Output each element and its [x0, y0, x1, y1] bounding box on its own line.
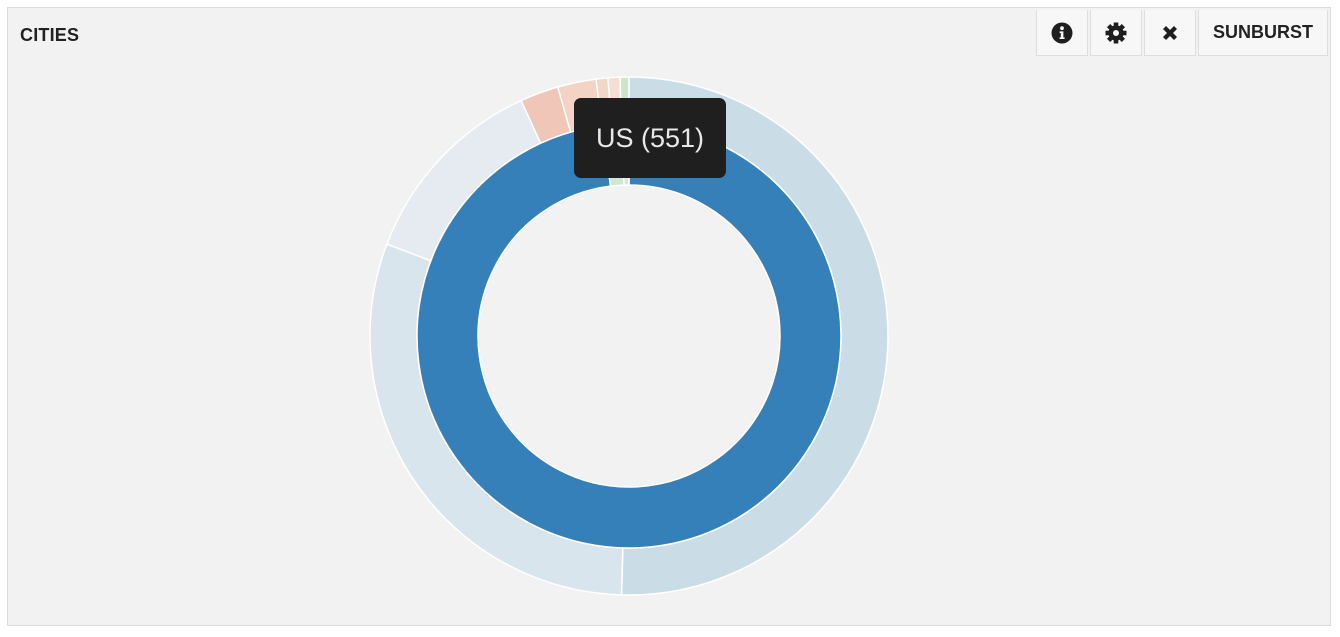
close-button[interactable]: [1143, 10, 1196, 56]
close-icon: [1160, 23, 1180, 43]
info-circle-icon: [1051, 22, 1073, 44]
panel-title: CITIES: [20, 25, 80, 45]
chart-tooltip: US (551): [574, 98, 726, 178]
chart-type-button[interactable]: SUNBURST: [1197, 10, 1328, 56]
inner-ring-segment-0[interactable]: [416, 123, 842, 549]
info-button[interactable]: [1035, 10, 1088, 56]
gear-icon: [1104, 21, 1128, 45]
settings-button[interactable]: [1089, 10, 1142, 56]
panel-toolbar: SUNBURST: [1034, 10, 1328, 56]
